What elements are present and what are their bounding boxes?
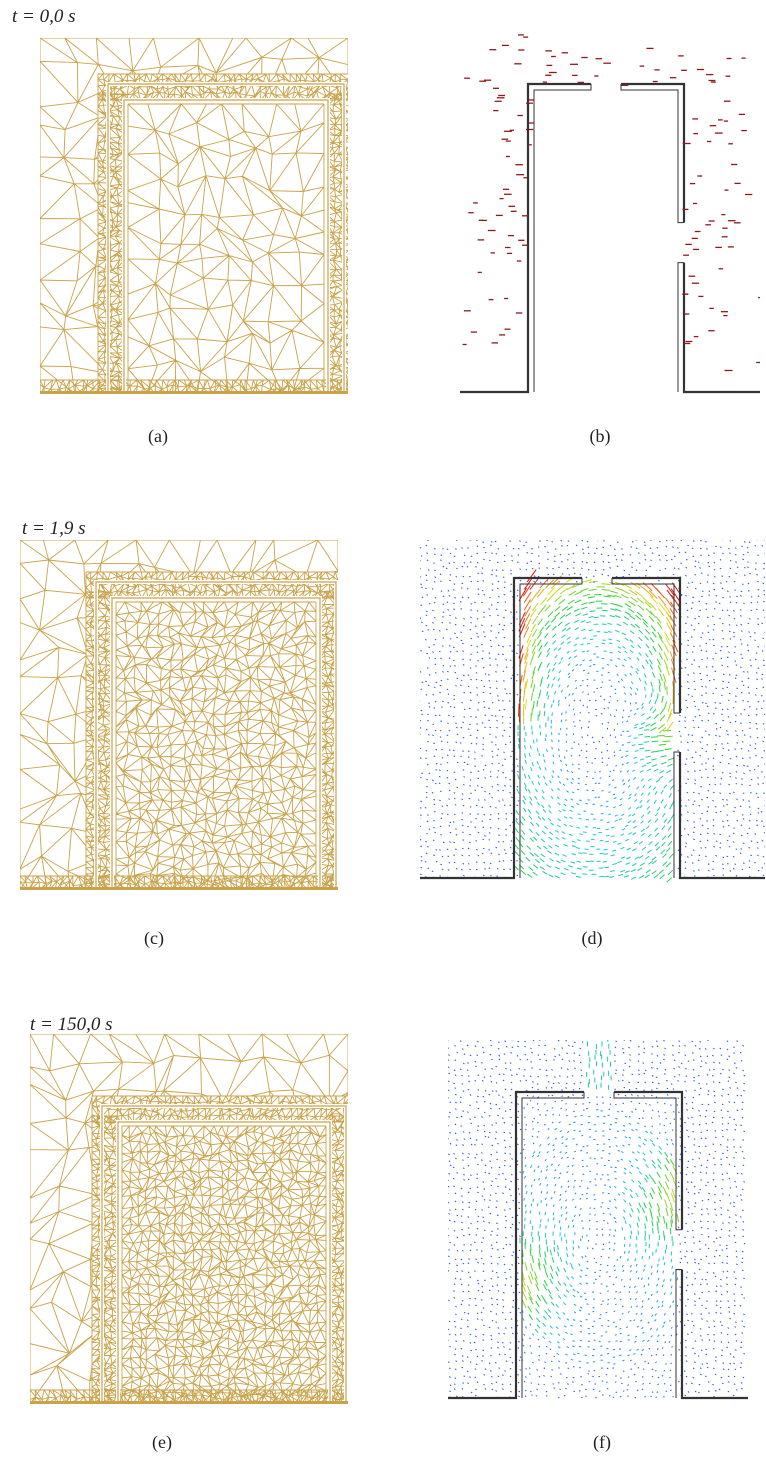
mesh-panel-a	[40, 38, 348, 394]
flow-panel-d	[420, 540, 765, 900]
velocity-vectors	[448, 1040, 746, 1400]
caption-d: (d)	[581, 928, 603, 948]
mesh-svg-a	[40, 38, 348, 394]
caption-e: (e)	[152, 1432, 172, 1452]
caption-f: (f)	[593, 1432, 611, 1452]
building-wall-inner	[533, 84, 684, 392]
initial-vectors	[462, 34, 760, 372]
flow-svg-f	[448, 1040, 748, 1400]
flow-panel-b	[460, 30, 760, 400]
wall-inner-line	[111, 597, 321, 890]
interior-mesh	[121, 1125, 327, 1403]
flow-svg-d	[420, 540, 765, 883]
wall-outer-line	[95, 581, 337, 890]
flow-panel-f	[448, 1040, 748, 1410]
wall-inner-line	[123, 99, 329, 394]
mesh-svg-c	[20, 540, 338, 890]
mesh-svg-e	[30, 1034, 348, 1404]
wall-outer-line	[101, 1105, 347, 1404]
mesh-panel-c	[20, 540, 338, 890]
caption-a: (a)	[148, 426, 168, 446]
time-label-row2: t = 1,9 s	[22, 518, 86, 539]
building-wall	[420, 576, 765, 880]
wall-outer-line	[107, 83, 345, 394]
building-wall	[460, 82, 760, 394]
wall-inner-line	[117, 1121, 331, 1404]
velocity-vectors	[420, 540, 765, 883]
time-label-row3: t = 150,0 s	[30, 1014, 113, 1035]
building-wall	[448, 1090, 748, 1400]
interior-mesh	[127, 103, 325, 393]
caption-c: (c)	[144, 928, 164, 948]
mesh-panel-e	[30, 1034, 348, 1404]
caption-b: (b)	[589, 426, 611, 446]
building-wall-inner	[521, 1092, 682, 1398]
building-wall-inner	[519, 578, 680, 878]
flow-svg-b	[460, 34, 760, 394]
interior-mesh	[115, 601, 317, 889]
time-label-row1: t = 0,0 s	[12, 6, 76, 27]
